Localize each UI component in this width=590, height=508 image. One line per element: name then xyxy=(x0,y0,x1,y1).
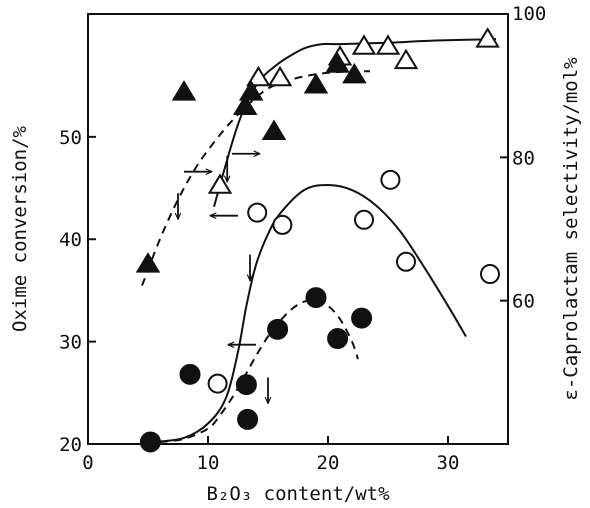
x-axis-title: B₂O₃ content/wt% xyxy=(206,483,390,505)
open-triangle-point-0 xyxy=(207,173,233,194)
open-circle-point-5 xyxy=(396,251,416,272)
open-circle-point-3 xyxy=(354,209,374,230)
y-axis-left-title: Oxime conversion/% xyxy=(9,125,31,331)
filled-triangle-point-0 xyxy=(135,252,161,273)
open-circle-point-1 xyxy=(247,202,268,223)
filled-triangle-point-3 xyxy=(238,80,264,101)
filled-triangle-point-2 xyxy=(232,94,258,115)
x-tick-label-1: 10 xyxy=(197,452,220,474)
plot-frame xyxy=(87,13,509,445)
y-right-tick-label-2: 100 xyxy=(512,3,546,25)
x-tick-label-3: 30 xyxy=(437,452,460,474)
x-tick-label-2: 20 xyxy=(317,452,340,474)
open-circle-point-2 xyxy=(272,214,293,235)
y-left-tick-label-1: 30 xyxy=(59,332,82,354)
fit-curve-0 xyxy=(153,183,467,443)
filled-circle-point-1 xyxy=(179,363,201,385)
y-right-tick-label-1: 80 xyxy=(512,147,535,169)
open-triangle-point-1 xyxy=(246,65,271,87)
open-triangle-point-2 xyxy=(267,65,293,87)
filled-circle-point-2 xyxy=(235,374,257,396)
y-axis-right-title: ε-Caprolactam selectivity/mol% xyxy=(560,57,582,401)
filled-circle-point-0 xyxy=(139,431,161,453)
open-triangle-point-7 xyxy=(475,27,500,48)
filled-circle-point-7 xyxy=(351,307,373,329)
y-left-tick-label-0: 20 xyxy=(59,434,82,456)
x-tick-label-0: 0 xyxy=(82,452,93,474)
fit-curve-3 xyxy=(141,70,371,286)
filled-triangle-point-4 xyxy=(261,119,287,140)
open-circle-point-0 xyxy=(207,373,228,394)
y-left-tick-label-2: 40 xyxy=(59,229,82,251)
open-triangle-point-4 xyxy=(351,34,377,55)
open-circle-point-6 xyxy=(480,264,500,285)
filled-triangle-point-7 xyxy=(342,62,367,84)
axis-arrows xyxy=(178,154,268,404)
y-right-tick-label-0: 60 xyxy=(512,291,535,313)
filled-circle-point-6 xyxy=(327,328,349,350)
filled-circle-point-4 xyxy=(267,318,289,340)
data-markers xyxy=(135,27,500,453)
filled-triangle-point-6 xyxy=(325,52,350,73)
filled-triangle-point-5 xyxy=(303,73,329,94)
filled-circle-point-5 xyxy=(305,287,327,309)
filled-triangle-point-1 xyxy=(171,80,197,101)
y-left-tick-label-3: 50 xyxy=(59,127,82,149)
axis-ticks: 0 10 20 30 20 30 40 50 60 80 100 xyxy=(59,3,546,474)
open-triangle-point-6 xyxy=(393,48,419,70)
open-triangle-point-5 xyxy=(375,34,401,55)
open-circle-point-4 xyxy=(380,169,401,190)
filled-circle-point-3 xyxy=(237,408,259,430)
